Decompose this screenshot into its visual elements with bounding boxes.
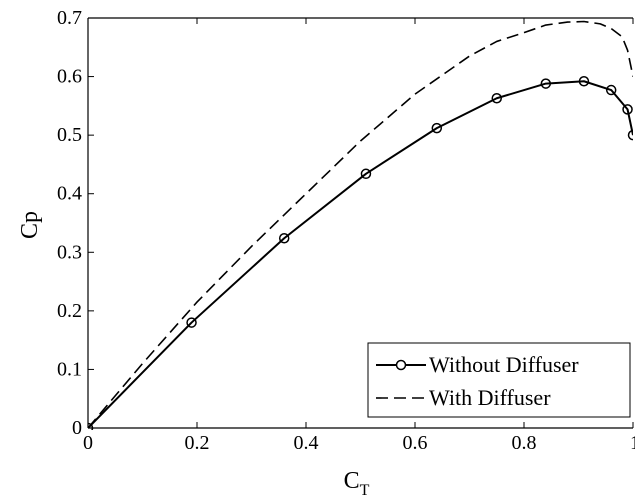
- data-point-without-diffuser: [605, 84, 617, 96]
- y-tick-label: 0.7: [57, 7, 82, 29]
- data-point-without-diffuser: [278, 232, 290, 244]
- x-tick-label: 0.2: [185, 432, 210, 454]
- y-tick-label: 0.5: [57, 124, 82, 146]
- axes: 0 0.2 0.4 0.6 0.8 1 0 0.1 0.2 0.3 0.4 0.5 0.6 0.7 CT Cp: [17, 7, 635, 499]
- x-axis-label: CT: [344, 468, 370, 499]
- y-tick-label: 0.2: [57, 300, 82, 322]
- legend-marker-without-diffuser: [395, 359, 407, 371]
- data-point-without-diffuser: [186, 317, 197, 328]
- x-tick-label: 1: [630, 432, 635, 454]
- data-point-without-diffuser: [627, 129, 633, 141]
- x-tick-label: 0.6: [403, 432, 428, 454]
- data-point-without-diffuser: [622, 104, 633, 115]
- y-tick-label: 0.3: [57, 241, 82, 263]
- data-point-without-diffuser: [540, 78, 552, 89]
- y-axis-label: Cp: [17, 211, 43, 239]
- data-point-without-diffuser: [578, 76, 590, 87]
- x-tick-label: 0.8: [512, 432, 537, 454]
- series-line-with-diffuser: [88, 20, 633, 429]
- data-point-without-diffuser: [360, 168, 372, 180]
- x-tick-label: 0.4: [294, 432, 319, 454]
- legend-label-without-diffuser: Without Diffuser: [429, 352, 579, 377]
- data-point-without-diffuser: [491, 92, 502, 104]
- y-tick-label: 0.4: [57, 183, 82, 205]
- y-tick-label: 0: [72, 417, 82, 439]
- y-tick-label: 0.6: [57, 66, 82, 88]
- plot-area: [88, 20, 633, 430]
- series-line-without-diffuser: [88, 80, 633, 429]
- legend-box: [367, 342, 631, 418]
- legend-label-with-diffuser: With Diffuser: [429, 385, 551, 410]
- y-tick-label: 0.1: [57, 358, 82, 380]
- data-point-without-diffuser: [431, 122, 443, 134]
- x-tick-label: 0: [83, 432, 93, 454]
- legend: Without Diffuser With Diffuser: [367, 342, 631, 418]
